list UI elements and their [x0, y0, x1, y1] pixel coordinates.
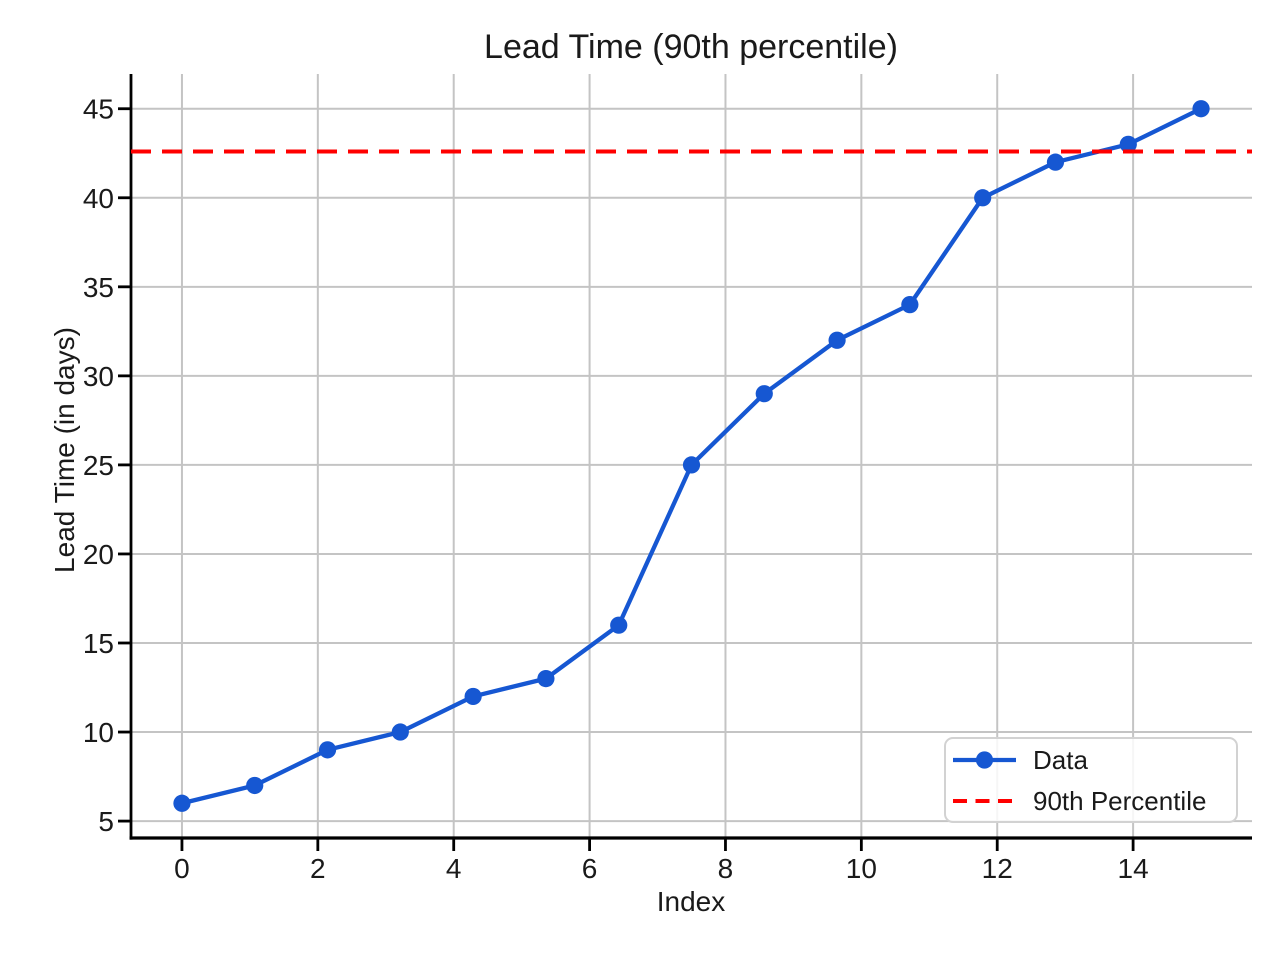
x-tick-label: 2: [310, 853, 326, 884]
legend-frame: [944, 737, 1238, 823]
y-tick-label: 25: [83, 450, 114, 481]
data-line: [179, 106, 1204, 806]
data-point: [974, 189, 992, 207]
y-tick-label: 30: [83, 361, 114, 392]
data-point: [682, 456, 701, 474]
y-tick-label: 40: [83, 183, 114, 214]
data-point: [755, 385, 773, 403]
data-point: [464, 687, 482, 706]
chart-title: Lead Time (90th percentile): [484, 28, 898, 66]
y-tick-label: 20: [83, 539, 114, 570]
data-point: [1046, 153, 1065, 171]
y-tick-label: 45: [83, 94, 114, 125]
x-axis-label: Index: [657, 886, 726, 917]
x-tick-label: 14: [1118, 853, 1149, 884]
legend: Data 90th Percentile: [944, 737, 1238, 823]
data-point: [246, 776, 264, 795]
x-tick-label: 6: [582, 853, 598, 884]
legend-label-percentile: 90th Percentile: [1033, 786, 1206, 816]
x-tick-label: 12: [982, 853, 1013, 884]
data-point: [173, 794, 191, 812]
legend-data-marker-swatch: [975, 751, 994, 769]
data-point: [610, 616, 628, 634]
legend-label-data: Data: [1033, 745, 1088, 775]
data-point: [537, 670, 555, 688]
plot-area: 0 2 4 6 8 10 12 14 5 10 15 20 25 30 35 40 45: [83, 74, 1252, 884]
data-point: [391, 723, 409, 741]
x-tick-label: 0: [174, 853, 190, 884]
data-point: [828, 331, 846, 349]
y-axis-label: Lead Time (in days): [49, 327, 80, 573]
data-point: [318, 741, 337, 759]
y-tick-label: 10: [83, 717, 114, 748]
y-tick-label: 5: [98, 806, 114, 837]
data-point: [1119, 135, 1137, 153]
data-point: [901, 296, 919, 314]
x-tick-label: 4: [446, 853, 462, 884]
y-tick-label: 15: [83, 628, 114, 659]
y-tick-label: 35: [83, 272, 114, 303]
x-tick-label: 8: [718, 853, 734, 884]
x-tick-label: 10: [846, 853, 877, 884]
data-point: [1192, 100, 1210, 118]
